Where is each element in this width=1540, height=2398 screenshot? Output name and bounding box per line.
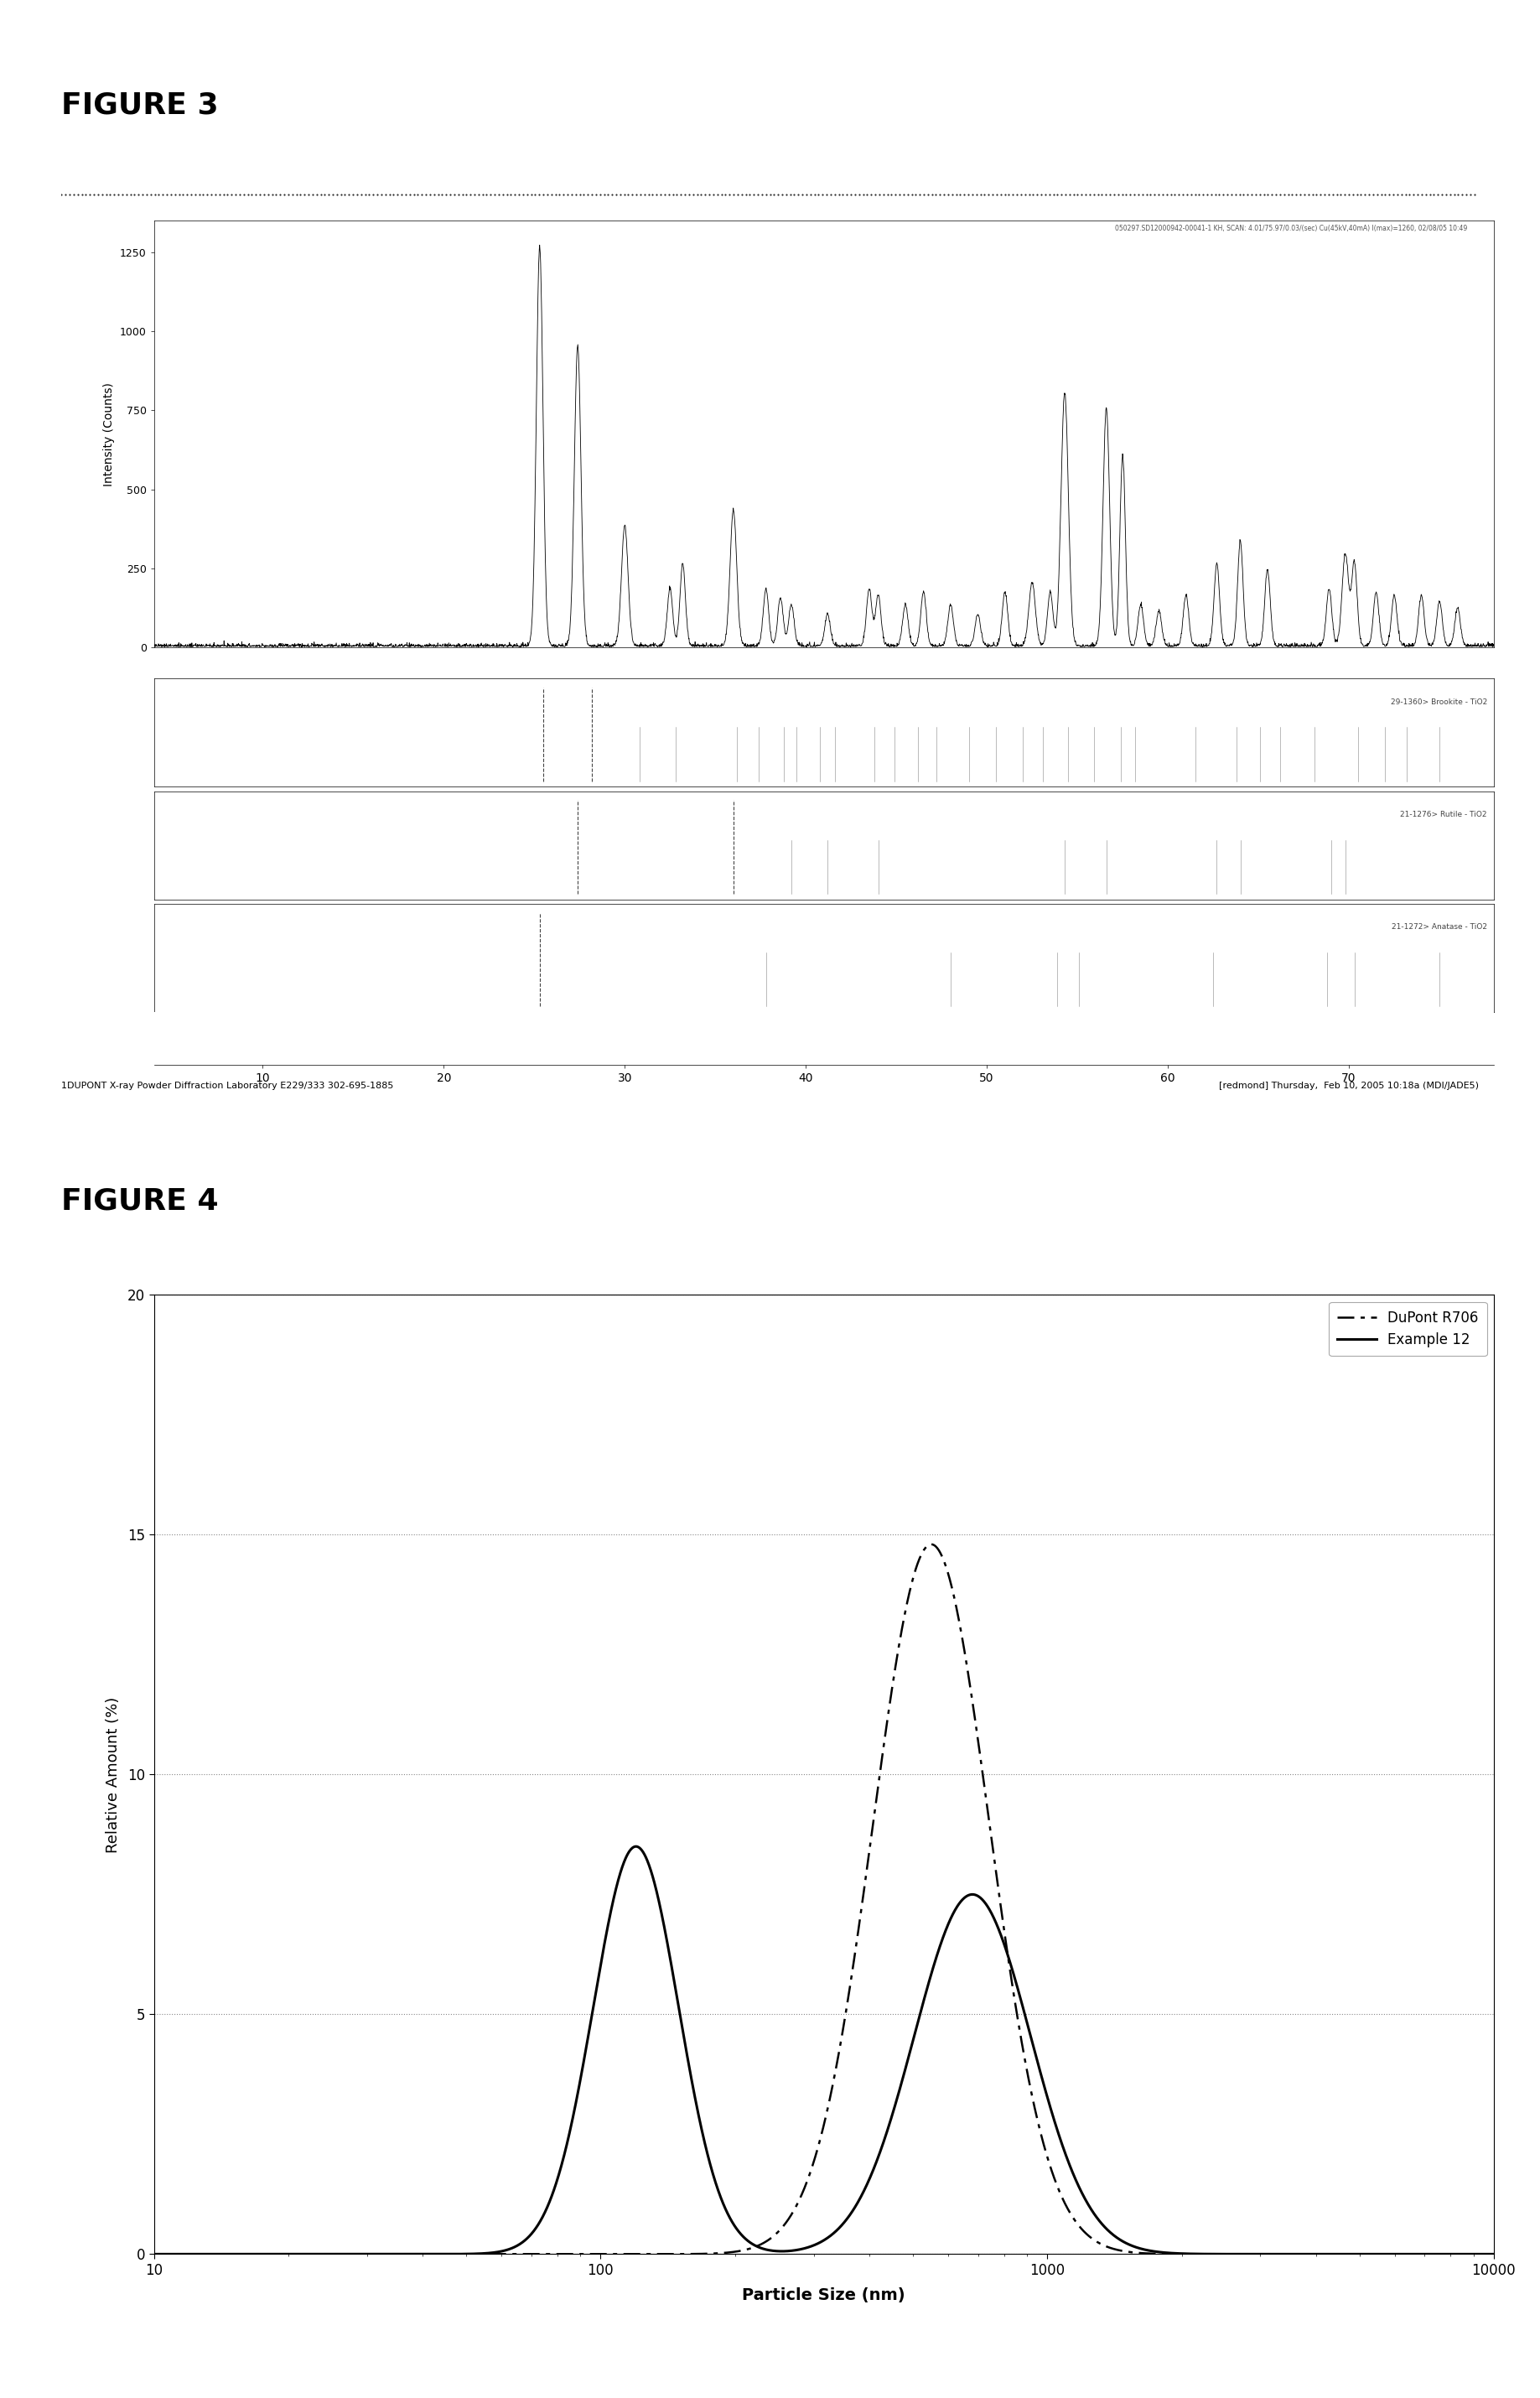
DuPont R706 xyxy=(377,2240,396,2269)
Example 12 xyxy=(718,2197,736,2225)
Text: 21-1272> Anatase - TiO2: 21-1272> Anatase - TiO2 xyxy=(1392,923,1488,930)
DuPont R706 xyxy=(1314,2240,1332,2269)
Line: DuPont R706: DuPont R706 xyxy=(154,1544,1494,2254)
Example 12 xyxy=(1485,2240,1503,2269)
Text: FIGURE 3: FIGURE 3 xyxy=(62,91,219,120)
X-axis label: Particle Size (nm): Particle Size (nm) xyxy=(742,2288,906,2302)
Example 12 xyxy=(297,2240,316,2269)
Example 12 xyxy=(377,2240,396,2269)
Y-axis label: Relative Amount (%): Relative Amount (%) xyxy=(105,1695,120,1854)
Example 12 xyxy=(145,2240,163,2269)
Text: [redmond] Thursday,  Feb 10, 2005 10:18a (MDI/JADE5): [redmond] Thursday, Feb 10, 2005 10:18a … xyxy=(1218,1081,1478,1089)
Example 12 xyxy=(627,1832,645,1861)
DuPont R706 xyxy=(1485,2240,1503,2269)
Example 12 xyxy=(1314,2240,1332,2269)
Text: 1DUPONT X-ray Powder Diffraction Laboratory E229/333 302-695-1885: 1DUPONT X-ray Powder Diffraction Laborat… xyxy=(62,1081,394,1089)
DuPont R706 xyxy=(716,2237,735,2266)
Text: 29-1360> Brookite - TiO2: 29-1360> Brookite - TiO2 xyxy=(1391,698,1488,705)
Text: 21-1276> Rutile - TiO2: 21-1276> Rutile - TiO2 xyxy=(1400,811,1488,818)
DuPont R706 xyxy=(1458,2240,1477,2269)
Line: Example 12: Example 12 xyxy=(154,1846,1494,2254)
DuPont R706 xyxy=(659,2240,678,2269)
DuPont R706 xyxy=(297,2240,316,2269)
Example 12 xyxy=(1458,2240,1477,2269)
Text: 050297.SD12000942-00041-1 KH, SCAN: 4.01/75.97/0.03/(sec) Cu(45kV,40mA) I(max)=1: 050297.SD12000942-00041-1 KH, SCAN: 4.01… xyxy=(1115,225,1468,233)
Legend: DuPont R706, Example 12: DuPont R706, Example 12 xyxy=(1329,1302,1486,1355)
Y-axis label: Intensity (Counts): Intensity (Counts) xyxy=(103,381,116,487)
Text: FIGURE 4: FIGURE 4 xyxy=(62,1187,219,1216)
DuPont R706 xyxy=(145,2240,163,2269)
Example 12 xyxy=(659,1933,678,1962)
DuPont R706 xyxy=(922,1530,941,1559)
